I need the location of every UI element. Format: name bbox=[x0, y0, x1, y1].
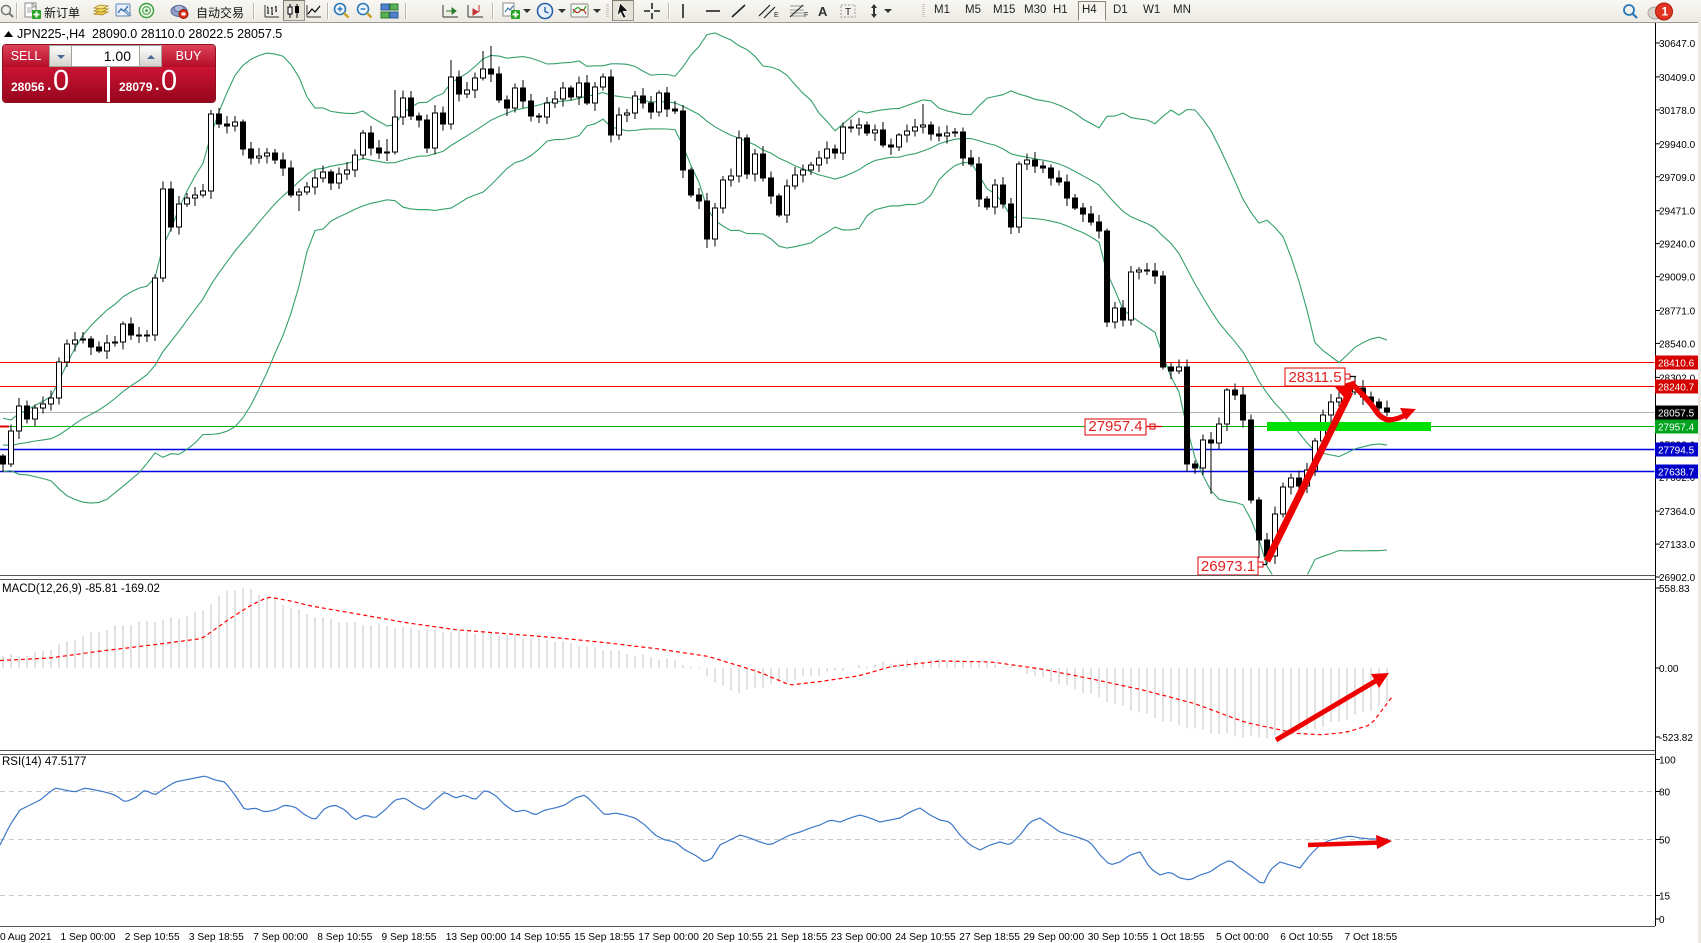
svg-text:5 Oct 00:00: 5 Oct 00:00 bbox=[1216, 932, 1269, 943]
svg-text:6 Oct 10:55: 6 Oct 10:55 bbox=[1280, 932, 1333, 943]
svg-text:28771.0: 28771.0 bbox=[1659, 307, 1696, 318]
svg-text:28311.5: 28311.5 bbox=[1288, 369, 1341, 386]
svg-text:29009.0: 29009.0 bbox=[1659, 273, 1696, 284]
svg-text:29240.0: 29240.0 bbox=[1659, 240, 1696, 251]
svg-text:28240.7: 28240.7 bbox=[1658, 383, 1695, 394]
svg-text:8 Sep 10:55: 8 Sep 10:55 bbox=[317, 932, 372, 943]
svg-text:0.00: 0.00 bbox=[1659, 664, 1679, 675]
svg-text:7 Sep 00:00: 7 Sep 00:00 bbox=[253, 932, 308, 943]
svg-text:14 Sep 10:55: 14 Sep 10:55 bbox=[510, 932, 571, 943]
svg-text:15: 15 bbox=[1659, 892, 1671, 903]
svg-text:28540.0: 28540.0 bbox=[1659, 339, 1696, 350]
svg-text:RSI(14) 47.5177: RSI(14) 47.5177 bbox=[2, 756, 86, 768]
svg-text:29940.0: 29940.0 bbox=[1659, 140, 1696, 151]
svg-text:80: 80 bbox=[1659, 788, 1671, 799]
svg-text:20 Sep 10:55: 20 Sep 10:55 bbox=[703, 932, 764, 943]
svg-text:27957.4: 27957.4 bbox=[1088, 418, 1142, 435]
svg-text:27638.7: 27638.7 bbox=[1658, 468, 1695, 479]
svg-text:30178.0: 30178.0 bbox=[1659, 106, 1696, 117]
svg-text:1 Oct 18:55: 1 Oct 18:55 bbox=[1152, 932, 1205, 943]
svg-text:29709.0: 29709.0 bbox=[1659, 173, 1696, 184]
svg-text:29 Sep 00:00: 29 Sep 00:00 bbox=[1024, 932, 1085, 943]
svg-text:0 Aug 2021: 0 Aug 2021 bbox=[0, 932, 52, 943]
svg-text:30409.0: 30409.0 bbox=[1659, 73, 1696, 84]
svg-text:27133.0: 27133.0 bbox=[1659, 540, 1696, 551]
svg-text:-523.82: -523.82 bbox=[1659, 733, 1693, 744]
svg-text:21 Sep 18:55: 21 Sep 18:55 bbox=[767, 932, 828, 943]
svg-text:27364.0: 27364.0 bbox=[1659, 507, 1696, 518]
svg-text:26902.0: 26902.0 bbox=[1659, 573, 1696, 584]
svg-text:29471.0: 29471.0 bbox=[1659, 207, 1696, 218]
svg-text:1: 1 bbox=[1662, 5, 1669, 19]
svg-text:2 Sep 10:55: 2 Sep 10:55 bbox=[125, 932, 180, 943]
svg-text:F: F bbox=[804, 12, 808, 19]
svg-text:7 Oct 18:55: 7 Oct 18:55 bbox=[1345, 932, 1398, 943]
svg-text:T: T bbox=[845, 7, 851, 18]
svg-text:23 Sep 00:00: 23 Sep 00:00 bbox=[831, 932, 892, 943]
svg-text:26973.1: 26973.1 bbox=[1201, 558, 1255, 575]
svg-text:17 Sep 00:00: 17 Sep 00:00 bbox=[638, 932, 699, 943]
svg-text:E: E bbox=[774, 12, 779, 19]
svg-text:1 Sep 00:00: 1 Sep 00:00 bbox=[61, 932, 116, 943]
svg-text:3 Sep 18:55: 3 Sep 18:55 bbox=[189, 932, 244, 943]
svg-text:JPN225-,H4 28090.0 28110.0 28: JPN225-,H4 28090.0 28110.0 28022.5 28057… bbox=[17, 27, 282, 41]
svg-text:30647.0: 30647.0 bbox=[1659, 39, 1696, 50]
svg-text:9 Sep 18:55: 9 Sep 18:55 bbox=[382, 932, 437, 943]
svg-text:27957.4: 27957.4 bbox=[1658, 423, 1695, 434]
svg-text:558.83: 558.83 bbox=[1659, 584, 1690, 595]
svg-text:15 Sep 18:55: 15 Sep 18:55 bbox=[574, 932, 635, 943]
svg-text:30 Sep 10:55: 30 Sep 10:55 bbox=[1088, 932, 1149, 943]
svg-text:27602.0: 27602.0 bbox=[1659, 473, 1696, 484]
svg-text:50: 50 bbox=[1659, 836, 1671, 847]
svg-text:28302.0: 28302.0 bbox=[1659, 373, 1696, 384]
svg-text:28057.5: 28057.5 bbox=[1658, 409, 1695, 420]
svg-text:0: 0 bbox=[1659, 915, 1665, 926]
svg-text:28410.6: 28410.6 bbox=[1658, 359, 1695, 370]
svg-text:100: 100 bbox=[1659, 756, 1676, 767]
svg-text:MACD(12,26,9) -85.81 -169.02: MACD(12,26,9) -85.81 -169.02 bbox=[2, 583, 160, 595]
svg-text:27794.5: 27794.5 bbox=[1658, 446, 1695, 457]
svg-text:13 Sep 00:00: 13 Sep 00:00 bbox=[446, 932, 507, 943]
svg-text:27 Sep 18:55: 27 Sep 18:55 bbox=[959, 932, 1020, 943]
svg-text:24 Sep 10:55: 24 Sep 10:55 bbox=[895, 932, 956, 943]
